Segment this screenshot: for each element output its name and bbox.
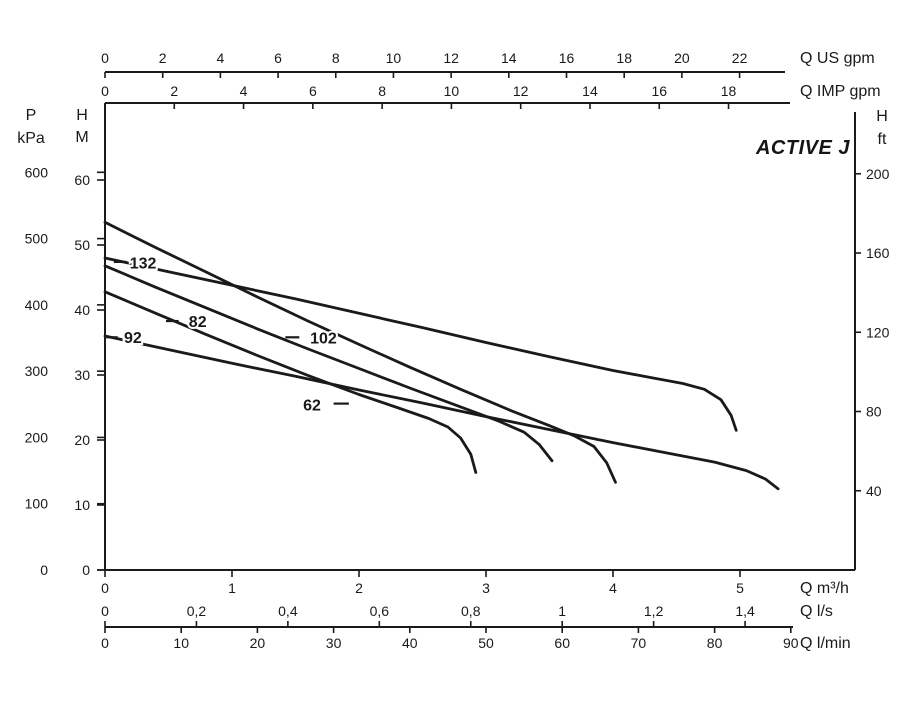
- tick-label-kpa: 0: [40, 562, 48, 578]
- tick-label-imp_gpm: 10: [444, 83, 460, 99]
- axis-unit-label-m: H: [76, 107, 88, 124]
- tick-label-imp_gpm: 4: [240, 83, 248, 99]
- axis-unit-label-kpa: kPa: [17, 130, 45, 147]
- tick-label-l_min: 60: [554, 635, 570, 651]
- tick-label-kpa: 600: [25, 164, 49, 180]
- tick-label-ft: 160: [866, 245, 890, 261]
- curve-label-132: 132: [130, 256, 157, 273]
- tick-label-us_gpm: 6: [274, 50, 282, 66]
- tick-label-us_gpm: 18: [616, 50, 632, 66]
- tick-label-ft: 200: [866, 166, 890, 182]
- axis-unit-label-l_s: Q l/s: [800, 603, 833, 620]
- tick-label-imp_gpm: 12: [513, 83, 529, 99]
- tick-label-l_min: 70: [631, 635, 647, 651]
- tick-label-kpa: 100: [25, 496, 49, 512]
- tick-label-us_gpm: 8: [332, 50, 340, 66]
- tick-label-m3h: 2: [355, 580, 363, 596]
- tick-label-l_min: 30: [326, 635, 342, 651]
- tick-label-l_min: 80: [707, 635, 723, 651]
- curve-label-62: 62: [303, 397, 321, 414]
- tick-label-m: 50: [74, 237, 90, 253]
- tick-label-imp_gpm: 2: [170, 83, 178, 99]
- tick-label-imp_gpm: 16: [651, 83, 667, 99]
- tick-label-us_gpm: 4: [216, 50, 224, 66]
- tick-label-l_s: 1: [558, 603, 566, 619]
- tick-label-kpa: 200: [25, 429, 49, 445]
- curve-label-102: 102: [310, 330, 337, 347]
- axis-unit-label-ft: H: [876, 108, 888, 125]
- tick-label-l_s: 0,6: [370, 603, 390, 619]
- tick-label-ft: 80: [866, 404, 882, 420]
- tick-label-m3h: 4: [609, 580, 617, 596]
- tick-label-kpa: 400: [25, 297, 49, 313]
- tick-label-imp_gpm: 0: [101, 83, 109, 99]
- axis-unit-label-kpa: P: [26, 107, 37, 124]
- tick-label-m: 60: [74, 172, 90, 188]
- axis-unit-label-l_min: Q l/min: [800, 635, 851, 652]
- pump-curve-62: [103, 290, 478, 474]
- tick-label-m: 30: [74, 367, 90, 383]
- pump-curve-102: [103, 220, 617, 484]
- tick-label-l_s: 1,4: [735, 603, 755, 619]
- tick-label-m3h: 1: [228, 580, 236, 596]
- pump-curve-132: [103, 256, 738, 432]
- curve-label-92: 92: [124, 330, 142, 347]
- tick-label-l_min: 40: [402, 635, 418, 651]
- tick-label-m: 20: [74, 432, 90, 448]
- tick-label-ft: 40: [866, 483, 882, 499]
- tick-label-l_s: 0: [101, 603, 109, 619]
- chart-title: ACTIVE J: [755, 137, 850, 159]
- tick-label-l_min: 0: [101, 635, 109, 651]
- tick-label-imp_gpm: 18: [721, 83, 737, 99]
- axis-unit-label-us_gpm: Q US gpm: [800, 50, 875, 67]
- tick-label-us_gpm: 0: [101, 50, 109, 66]
- tick-label-kpa: 300: [25, 363, 49, 379]
- tick-label-l_s: 0,4: [278, 603, 298, 619]
- tick-label-m: 0: [82, 562, 90, 578]
- tick-label-m3h: 3: [482, 580, 490, 596]
- tick-label-us_gpm: 14: [501, 50, 517, 66]
- axis-unit-label-ft: ft: [878, 131, 887, 148]
- tick-label-kpa: 500: [25, 231, 49, 247]
- tick-label-l_min: 50: [478, 635, 494, 651]
- pump-curve-82: [103, 264, 554, 463]
- axis-unit-label-imp_gpm: Q IMP gpm: [800, 83, 881, 100]
- tick-label-l_s: 1,2: [644, 603, 664, 619]
- tick-label-l_s: 0,8: [461, 603, 481, 619]
- tick-label-imp_gpm: 6: [309, 83, 317, 99]
- tick-label-l_min: 10: [173, 635, 189, 651]
- tick-label-us_gpm: 16: [559, 50, 575, 66]
- tick-label-us_gpm: 22: [732, 50, 748, 66]
- curve-label-82: 82: [189, 314, 207, 331]
- axis-unit-label-m: M: [75, 129, 88, 146]
- tick-label-m: 10: [74, 497, 90, 513]
- tick-label-imp_gpm: 14: [582, 83, 598, 99]
- tick-label-m3h: 0: [101, 580, 109, 596]
- tick-label-us_gpm: 12: [443, 50, 459, 66]
- tick-label-m: 40: [74, 302, 90, 318]
- tick-label-us_gpm: 2: [159, 50, 167, 66]
- tick-label-m3h: 5: [736, 580, 744, 596]
- tick-label-l_min: 90: [783, 635, 799, 651]
- pump-curve-92: [103, 334, 780, 491]
- tick-label-l_s: 0,2: [187, 603, 207, 619]
- tick-label-us_gpm: 10: [386, 50, 402, 66]
- tick-label-l_min: 20: [250, 635, 266, 651]
- tick-label-imp_gpm: 8: [378, 83, 386, 99]
- axis-unit-label-m3h: Q m³/h: [800, 580, 849, 597]
- tick-label-ft: 120: [866, 324, 890, 340]
- tick-label-us_gpm: 20: [674, 50, 690, 66]
